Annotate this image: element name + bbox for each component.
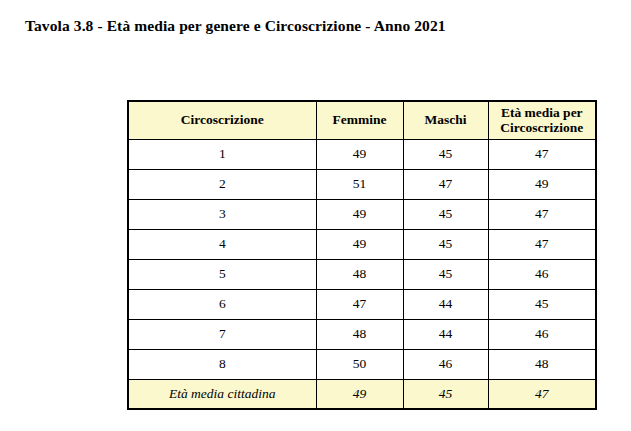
cell-eta-media: 48 [488,349,596,379]
cell-eta-media: 47 [488,199,596,229]
table-row: 7 48 44 46 [128,319,596,349]
cell-eta-media: 47 [488,229,596,259]
cell-maschi: 47 [403,169,488,199]
cell-maschi: 45 [403,139,488,169]
cell-maschi: 45 [403,229,488,259]
header-eta-media: Età media per Circoscrizione [488,101,596,139]
cell-maschi: 44 [403,289,488,319]
cell-femmine: 50 [316,349,403,379]
cell-maschi: 45 [403,199,488,229]
header-femmine: Femmine [316,101,403,139]
header-maschi: Maschi [403,101,488,139]
cell-femmine: 47 [316,289,403,319]
cell-femmine: 49 [316,139,403,169]
table-header: Circoscrizione Femmine Maschi Età media … [128,101,596,139]
cell-circoscrizione: 7 [128,319,316,349]
cell-maschi: 45 [403,259,488,289]
cell-eta-media: 47 [488,139,596,169]
cell-maschi: 46 [403,349,488,379]
table-row: 3 49 45 47 [128,199,596,229]
cell-circoscrizione: 8 [128,349,316,379]
table-footer-row: Età media cittadina 49 45 47 [128,379,596,409]
cell-eta-media: 45 [488,289,596,319]
table-row: 1 49 45 47 [128,139,596,169]
cell-circoscrizione: 2 [128,169,316,199]
cell-femmine: 49 [316,229,403,259]
cell-circoscrizione: 5 [128,259,316,289]
table-body: 1 49 45 47 2 51 47 49 3 49 45 47 4 49 45 [128,139,596,409]
cell-eta-media: 49 [488,169,596,199]
header-circoscrizione: Circoscrizione [128,101,316,139]
cell-circoscrizione: 6 [128,289,316,319]
table-row: 5 48 45 46 [128,259,596,289]
table-row: 2 51 47 49 [128,169,596,199]
table-row: 8 50 46 48 [128,349,596,379]
cell-circoscrizione: 3 [128,199,316,229]
cell-circoscrizione: 1 [128,139,316,169]
cell-eta-media: 46 [488,259,596,289]
cell-femmine: 48 [316,259,403,289]
footer-maschi: 45 [403,379,488,409]
footer-label: Età media cittadina [128,379,316,409]
footer-femmine: 49 [316,379,403,409]
cell-femmine: 48 [316,319,403,349]
document-page: Tavola 3.8 - Età media per genere e Circ… [0,0,631,431]
table-title: Tavola 3.8 - Età media per genere e Circ… [25,17,446,35]
cell-circoscrizione: 4 [128,229,316,259]
cell-femmine: 51 [316,169,403,199]
cell-eta-media: 46 [488,319,596,349]
footer-eta-media: 47 [488,379,596,409]
table-row: 4 49 45 47 [128,229,596,259]
table-row: 6 47 44 45 [128,289,596,319]
cell-femmine: 49 [316,199,403,229]
header-row: Circoscrizione Femmine Maschi Età media … [128,101,596,139]
cell-maschi: 44 [403,319,488,349]
eta-media-table: Circoscrizione Femmine Maschi Età media … [127,100,597,410]
